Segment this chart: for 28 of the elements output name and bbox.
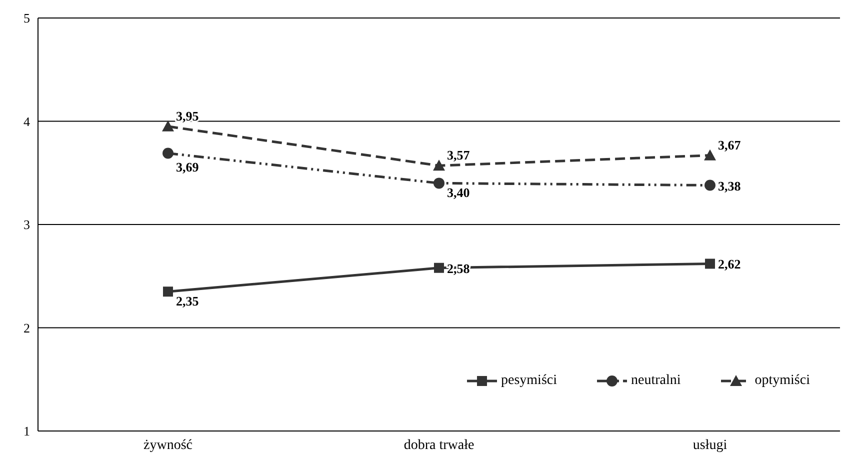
- legend-label: optymiści: [754, 373, 810, 389]
- data-label: 2,62: [718, 256, 741, 272]
- y-tick-label: 2: [24, 320, 30, 336]
- point: [704, 180, 716, 191]
- data-label: 2,35: [176, 294, 200, 309]
- y-tick-label: 5: [24, 10, 30, 26]
- point: [162, 148, 174, 159]
- y-tick-label: 1: [24, 424, 30, 439]
- x-tick-label: usługi: [692, 438, 728, 453]
- point: [434, 262, 444, 273]
- point: [163, 286, 173, 297]
- data-label: 3,95: [176, 108, 200, 124]
- point: [705, 258, 715, 269]
- x-tick-label: żywność: [144, 438, 192, 453]
- legend-label: pesymiści: [501, 373, 557, 389]
- data-label: 3,40: [447, 185, 470, 200]
- point: [162, 120, 174, 132]
- x-tick-label: dobra trwałe: [404, 438, 474, 453]
- data-label: 3,67: [718, 137, 742, 152]
- y-tick-label: 4: [24, 114, 30, 129]
- point: [433, 160, 445, 171]
- legend-label: neutralni: [631, 373, 681, 389]
- data-label: 3,38: [718, 178, 742, 194]
- data-label: 3,69: [176, 159, 200, 174]
- point: [434, 178, 444, 189]
- point: [704, 149, 716, 160]
- y-tick-label: 3: [24, 217, 30, 232]
- data-label: 3,57: [447, 148, 470, 163]
